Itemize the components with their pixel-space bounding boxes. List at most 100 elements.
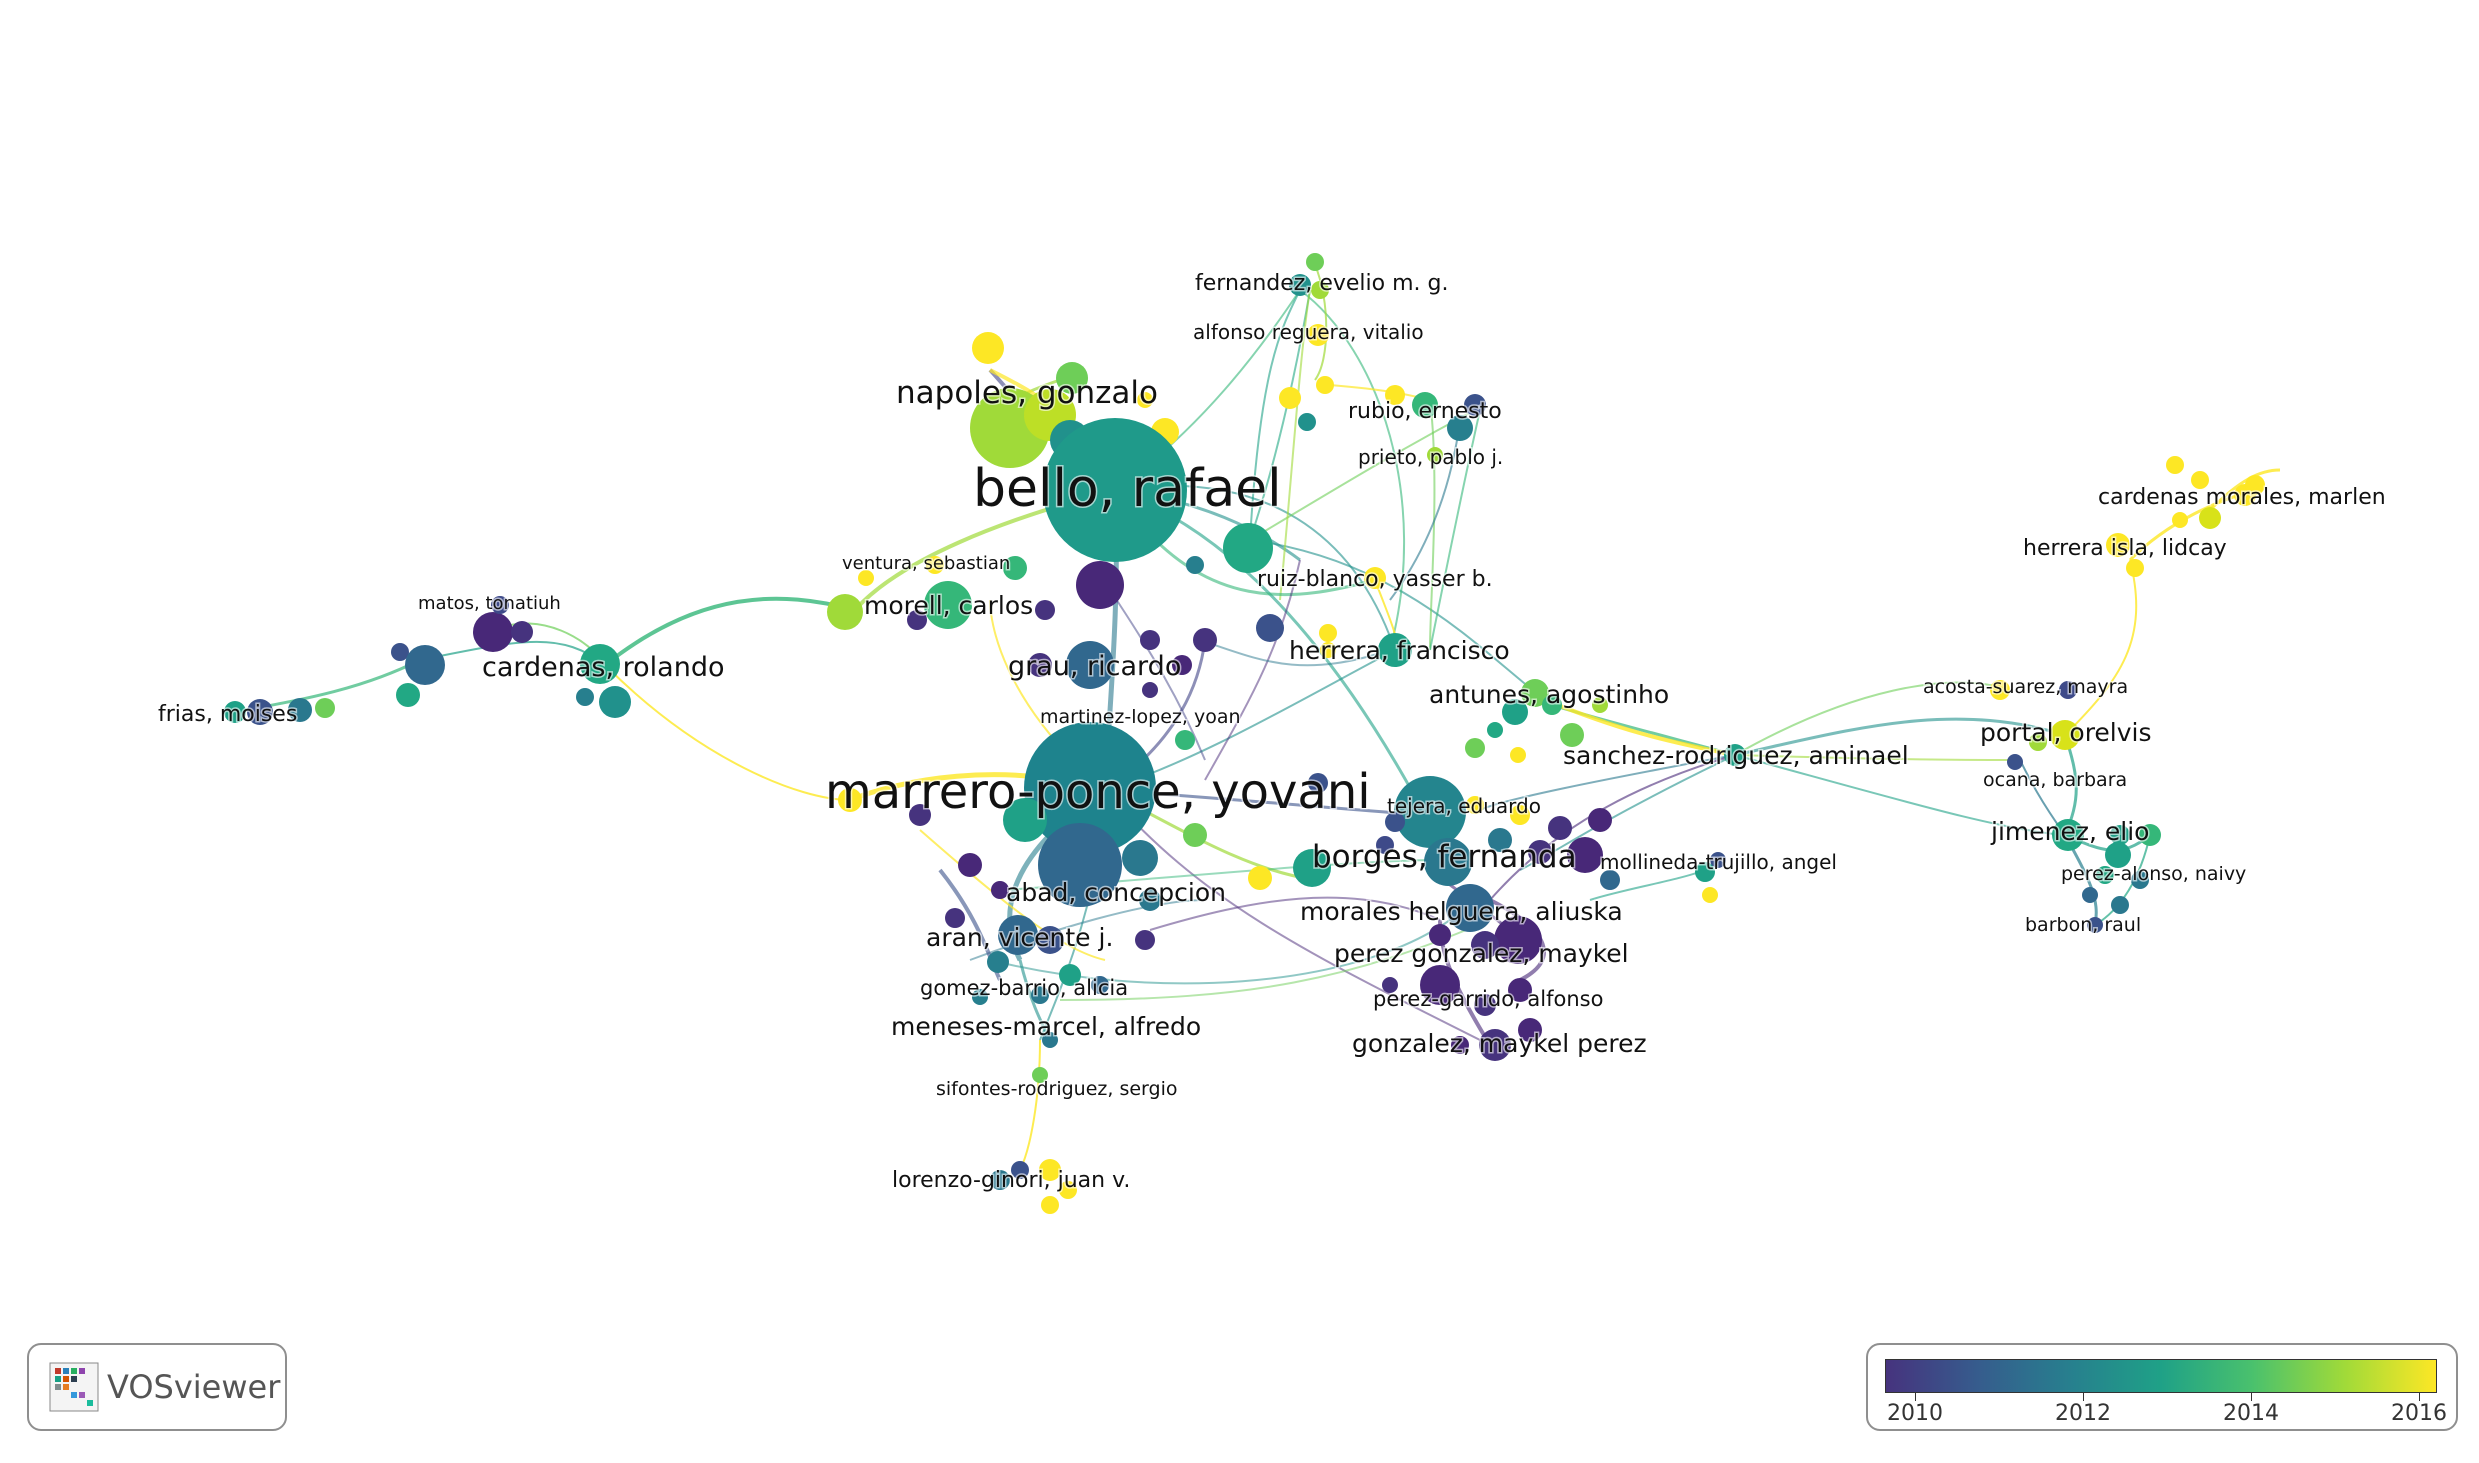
node[interactable] (1394, 776, 1466, 848)
node[interactable] (1424, 838, 1472, 886)
node[interactable] (1316, 376, 1334, 394)
node[interactable] (1528, 840, 1552, 864)
node[interactable] (924, 581, 972, 629)
node[interactable] (1446, 884, 1494, 932)
node[interactable] (396, 683, 420, 707)
node[interactable] (2131, 871, 2149, 889)
node[interactable] (838, 788, 862, 812)
node[interactable] (2245, 475, 2265, 495)
node[interactable] (576, 688, 594, 706)
vosviewer-logo[interactable]: VOSviewer (27, 1343, 287, 1431)
node[interactable] (1035, 600, 1055, 620)
node[interactable] (224, 701, 246, 723)
node[interactable] (1376, 836, 1394, 854)
node[interactable] (858, 570, 874, 586)
node[interactable] (599, 686, 631, 718)
node[interactable] (1193, 628, 1217, 652)
node[interactable] (1256, 614, 1284, 642)
node[interactable] (288, 698, 312, 722)
node[interactable] (1028, 653, 1052, 677)
node[interactable] (1510, 747, 1526, 763)
node[interactable] (2059, 681, 2077, 699)
node[interactable] (1059, 1181, 1077, 1199)
node[interactable] (2082, 887, 2098, 903)
node[interactable] (1307, 324, 1329, 346)
node[interactable] (1567, 837, 1603, 873)
node[interactable] (2199, 507, 2221, 529)
node[interactable] (907, 610, 927, 630)
node[interactable] (1471, 931, 1499, 959)
node[interactable] (1724, 744, 1746, 766)
node[interactable] (2191, 471, 2209, 489)
node[interactable] (1382, 977, 1398, 993)
node[interactable] (827, 594, 863, 630)
node[interactable] (2096, 866, 2114, 884)
node[interactable] (1588, 808, 1612, 832)
node[interactable] (1091, 976, 1109, 994)
node[interactable] (580, 644, 620, 684)
node[interactable] (958, 853, 982, 877)
node[interactable] (247, 699, 273, 725)
node[interactable] (1592, 697, 1608, 713)
node[interactable] (1510, 805, 1530, 825)
node[interactable] (1306, 253, 1324, 271)
node[interactable] (1039, 1159, 1061, 1181)
node[interactable] (473, 612, 513, 652)
node[interactable] (1518, 1018, 1542, 1042)
node[interactable] (1032, 1067, 1048, 1083)
node[interactable] (1447, 415, 1473, 441)
node[interactable] (1137, 392, 1153, 408)
node[interactable] (1451, 1036, 1469, 1054)
node[interactable] (1364, 567, 1386, 589)
node[interactable] (1041, 1196, 1059, 1214)
node[interactable] (2007, 754, 2023, 770)
node[interactable] (1474, 994, 1496, 1016)
node[interactable] (1279, 387, 1301, 409)
node[interactable] (1429, 924, 1451, 946)
node[interactable] (1043, 418, 1187, 562)
node[interactable] (972, 332, 1004, 364)
node[interactable] (1466, 796, 1484, 814)
node[interactable] (1003, 556, 1027, 580)
node[interactable] (1308, 773, 1328, 793)
node[interactable] (1320, 642, 1336, 658)
node[interactable] (1464, 394, 1486, 416)
node[interactable] (1293, 849, 1331, 887)
node[interactable] (1521, 679, 1549, 707)
node[interactable] (998, 915, 1038, 955)
node[interactable] (2106, 533, 2130, 557)
node[interactable] (1710, 852, 1726, 868)
node[interactable] (1076, 561, 1124, 609)
node[interactable] (2139, 824, 2161, 846)
node[interactable] (909, 804, 931, 826)
node[interactable] (1042, 1032, 1058, 1048)
node[interactable] (1427, 447, 1443, 463)
node[interactable] (1385, 385, 1405, 405)
node[interactable] (1600, 870, 1620, 890)
node[interactable] (1378, 633, 1412, 667)
node[interactable] (1186, 556, 1204, 574)
node[interactable] (2050, 720, 2080, 750)
node[interactable] (1223, 523, 1273, 573)
node[interactable] (926, 556, 944, 574)
node[interactable] (1311, 281, 1329, 299)
node[interactable] (1508, 978, 1532, 1002)
node[interactable] (1183, 823, 1207, 847)
node[interactable] (1289, 274, 1311, 296)
node[interactable] (1038, 823, 1122, 907)
node[interactable] (1036, 926, 1064, 954)
node[interactable] (1488, 828, 1512, 852)
node[interactable] (1412, 392, 1438, 418)
node[interactable] (511, 621, 533, 643)
node[interactable] (1140, 630, 1160, 650)
node[interactable] (1560, 723, 1584, 747)
node[interactable] (1011, 1161, 1029, 1179)
node[interactable] (1702, 887, 1718, 903)
node[interactable] (491, 596, 509, 614)
node[interactable] (1298, 413, 1316, 431)
node[interactable] (1502, 699, 1528, 725)
node[interactable] (991, 881, 1009, 899)
node[interactable] (1059, 964, 1081, 986)
node[interactable] (1066, 641, 1114, 689)
